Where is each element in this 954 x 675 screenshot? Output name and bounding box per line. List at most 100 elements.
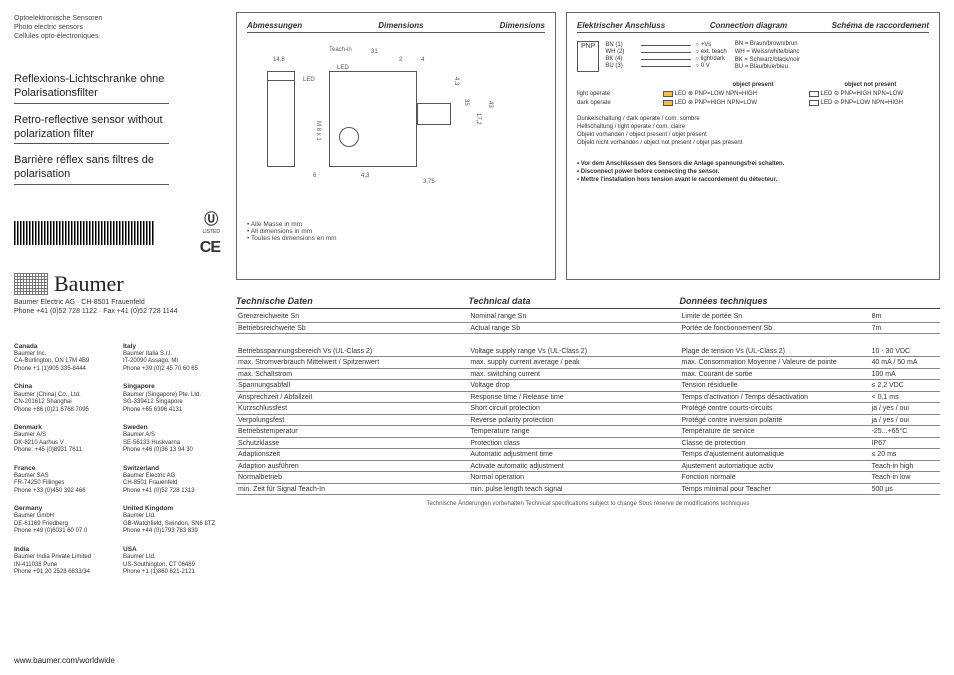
contact-entry: GermanyBaumer GmbHDE-61169 FriedbergPhon…	[14, 505, 111, 536]
dim-35: 35	[463, 99, 469, 106]
dim-led2: LED	[337, 65, 349, 71]
tech-table: Grenzreichweite SnNominal range SnLimite…	[236, 311, 940, 495]
contact-entry: USABaumer Ltd.US-Southington, CT 06489Ph…	[123, 546, 220, 577]
pnp-label: PNP	[577, 41, 599, 72]
wire-row: BN (1)○ +Vs	[605, 42, 726, 48]
signal-row: dark operate LED ⊗ PNP=HIGH NPN=LOW LED …	[577, 99, 929, 106]
top-panels: Abmessungen Dimensions Dimensions 14,8 T…	[236, 12, 940, 280]
logo-row: Baumer	[14, 271, 220, 297]
dim-43: 43	[487, 101, 493, 108]
dim-teachin: Teach-in	[329, 47, 352, 53]
tech-row: max. Schaltstrommax. switching currentma…	[236, 368, 940, 380]
conn-panel-head: Elektrischer Anschluss Connection diagra…	[577, 21, 929, 33]
dim-m8: M 8 x 1	[315, 121, 321, 141]
wire-row: BU (3)○ 0 V	[605, 63, 726, 69]
title-en: Retro-reflective sensor without polariza…	[14, 114, 169, 145]
dim-31: 31	[371, 49, 378, 55]
barcode	[14, 221, 154, 245]
cat-de: Optoelektronische Sensoren	[14, 14, 220, 23]
dim-head-en: Dimensions	[378, 21, 423, 30]
contact-entry: IndiaBaumer India Private LimitedIN-4110…	[14, 546, 111, 577]
contact-entry: ItalyBaumer Italia S.r.l.IT-20090 Assago…	[123, 343, 220, 374]
contact-entry: SwitzerlandBaumer Electric AGCH-8501 Fra…	[123, 465, 220, 496]
tech-row: AdaptionszeitAutomatic adjustment timeTe…	[236, 449, 940, 461]
tech-footnote: Technische Änderungen vorbehalten Techni…	[236, 501, 940, 507]
signal-row: light operate LED ⊗ PNP=LOW NPN=HIGH LED…	[577, 90, 929, 97]
tech-row: BetriebstemperaturTemperature rangeTempé…	[236, 426, 940, 438]
tech-head-fr: Données techniques	[680, 296, 870, 306]
cert-marks: Ⓤ LISTED CE	[200, 209, 220, 257]
dim-2: 2	[399, 57, 402, 63]
tech-row: Betriebsspannungsbereich Vs (UL-Class 2)…	[236, 346, 940, 357]
sig-head-present: object present	[694, 82, 811, 88]
tech-head-en: Technical data	[468, 296, 679, 306]
company-address: Baumer Electric AG · CH-8501 Frauenfeld	[14, 299, 220, 306]
marks-row: Ⓤ LISTED CE	[14, 209, 220, 257]
contact-entry: SingaporeBaumer (Singapore) Pte. Ltd.SG-…	[123, 383, 220, 414]
tech-row: VerpolungsfestReverse polarity protectio…	[236, 414, 940, 426]
dim-148: 14,8	[273, 57, 285, 63]
ce-mark: CE	[200, 239, 220, 257]
right-column: Abmessungen Dimensions Dimensions 14,8 T…	[232, 0, 954, 675]
category-lines: Optoelektronische Sensoren Photo electri…	[14, 14, 220, 41]
conn-head-en: Connection diagram	[710, 21, 787, 30]
connection-panel: Elektrischer Anschluss Connection diagra…	[566, 12, 940, 280]
dim-172: 17,2	[475, 113, 481, 125]
ul-mark: Ⓤ	[202, 209, 220, 229]
wire-row: BK (4)○ light/dark	[605, 56, 726, 62]
dim-375: 3,75	[423, 179, 435, 185]
dimensions-panel: Abmessungen Dimensions Dimensions 14,8 T…	[236, 12, 556, 280]
dim-head-fr: Dimensions	[500, 21, 545, 30]
tech-head-de: Technische Daten	[236, 296, 468, 306]
tech-row: SchutzklasseProtection classClasse de pr…	[236, 437, 940, 449]
dim-led1: LED	[303, 77, 315, 83]
ul-listed: LISTED	[202, 229, 220, 235]
dim-panel-head: Abmessungen Dimensions Dimensions	[247, 21, 545, 33]
conn-head-de: Elektrischer Anschluss	[577, 21, 665, 30]
title-de: Reflexions-Lichtschranke ohne Polarisati…	[14, 73, 169, 104]
dimension-drawing: 14,8 Teach-in 31 2 4 LED LED 4,3 35 17,2…	[253, 41, 539, 211]
tech-row: KurzschlussfestShort circuit protectionP…	[236, 403, 940, 415]
conn-head-fr: Schéma de raccordement	[832, 21, 929, 30]
sig-head-absent: object not present	[812, 82, 929, 88]
contact-entry: United KingdomBaumer Ltd.GB-Watchfield, …	[123, 505, 220, 536]
mode-notes: Dunkelschaltung / dark operate / com. so…	[577, 116, 929, 147]
logo-icon	[14, 273, 48, 295]
tech-row: max. Stromverbrauch Mittelwert / Spitzen…	[236, 357, 940, 369]
dim-4: 4	[421, 57, 424, 63]
website-url: www.baumer.com/worldwide	[14, 656, 220, 665]
tech-row: Ansprechzeit / AbfallzeitResponse time /…	[236, 391, 940, 403]
tech-row	[236, 334, 940, 346]
contact-entry: ChinaBaumer (China) Co., Ltd.CN-201612 S…	[14, 383, 111, 414]
contact-entry: CanadaBaumer Inc.CA-Burlington, ON L7M 4…	[14, 343, 111, 374]
wire-legend: BN = Braun/brown/brunWH = Weiss/white/bl…	[735, 41, 800, 72]
contacts-grid: CanadaBaumer Inc.CA-Burlington, ON L7M 4…	[14, 343, 220, 577]
tech-head: Technische Daten Technical data Données …	[236, 294, 940, 309]
contact-entry: SwedenBaumer A/SSE-56133 HuskvarnaPhone …	[123, 424, 220, 455]
wire-row: WH (2)○ ext. teach	[605, 49, 726, 55]
dim-note-fr: Toutes les dimensions en mm	[247, 235, 545, 242]
tech-data-block: Technische Daten Technical data Données …	[236, 294, 940, 507]
contact-entry: FranceBaumer SASFR-74250 FillingesPhone …	[14, 465, 111, 496]
dim-notes: Alle Masse in mm All dimensions in mm To…	[247, 221, 545, 242]
dim-head-de: Abmessungen	[247, 21, 302, 30]
dim-43r: 4,3	[453, 77, 459, 85]
company-phone: Phone +41 (0)52 728 1122 · Fax +41 (0)52…	[14, 308, 220, 315]
tech-row: NormalbetriebNormal operationFonction no…	[236, 472, 940, 484]
tech-row: SpannungsabfallVoltage dropTension résid…	[236, 380, 940, 392]
tech-row: Grenzreichweite SnNominal range SnLimite…	[236, 311, 940, 322]
cat-fr: Cellules opto-électroniques	[14, 32, 220, 41]
tech-row: Betriebsreichweite SbActual range SbPort…	[236, 322, 940, 334]
signal-table: object present object not present light …	[577, 82, 929, 106]
tech-row: min. Zeit für Signal Teach-Inmin. pulse …	[236, 483, 940, 495]
title-fr: Barrière réflex sans filtres de polarisa…	[14, 154, 169, 185]
tech-row: Adaption ausführenActivate automatic adj…	[236, 460, 940, 472]
left-column: Optoelektronische Sensoren Photo electri…	[0, 0, 232, 675]
cat-en: Photo electric sensors	[14, 23, 220, 32]
wiring-diagram: PNP BN (1)○ +VsWH (2)○ ext. teachBK (4)○…	[577, 41, 929, 185]
dim-note-de: Alle Masse in mm	[247, 221, 545, 228]
dim-6: 6	[313, 173, 316, 179]
dim-note-en: All dimensions in mm	[247, 228, 545, 235]
title-block: Reflexions-Lichtschranke ohne Polarisati…	[14, 73, 220, 195]
dim-43b: 4,3	[361, 173, 369, 179]
